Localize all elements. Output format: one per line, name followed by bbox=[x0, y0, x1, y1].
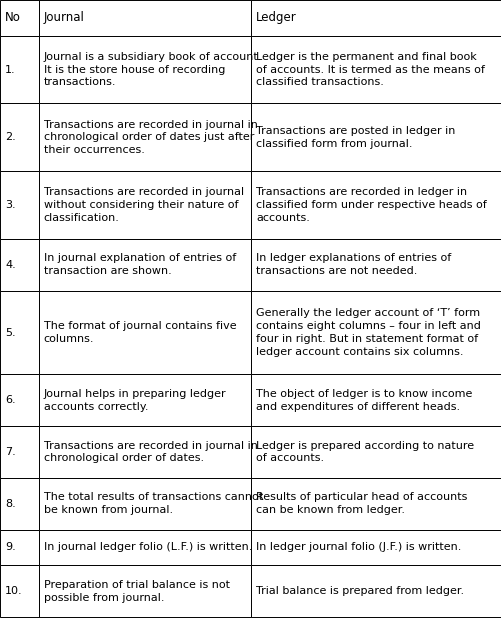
Bar bbox=[39, 171, 250, 239]
Text: 7.: 7. bbox=[5, 447, 16, 457]
Text: Generally the ledger account of ‘T’ form
contains eight columns – four in left a: Generally the ledger account of ‘T’ form… bbox=[256, 308, 480, 357]
Text: Transactions are recorded in ledger in
classified form under respective heads of: Transactions are recorded in ledger in c… bbox=[256, 188, 486, 223]
Text: Transactions are recorded in journal in
chronological order of dates.: Transactions are recorded in journal in … bbox=[44, 441, 257, 464]
Text: 4.: 4. bbox=[5, 260, 16, 270]
Text: Transactions are recorded in journal
without considering their nature of
classif: Transactions are recorded in journal wit… bbox=[44, 188, 243, 223]
Bar bbox=[250, 239, 501, 291]
Bar bbox=[0, 103, 39, 171]
Bar bbox=[250, 0, 501, 36]
Bar bbox=[250, 374, 501, 426]
Text: 2.: 2. bbox=[5, 132, 16, 142]
Bar bbox=[39, 103, 250, 171]
Bar bbox=[39, 530, 250, 565]
Text: The format of journal contains five
columns.: The format of journal contains five colu… bbox=[44, 321, 236, 344]
Text: 1.: 1. bbox=[5, 64, 16, 74]
Bar bbox=[0, 239, 39, 291]
Bar bbox=[0, 530, 39, 565]
Text: Ledger: Ledger bbox=[256, 11, 296, 24]
Text: Journal helps in preparing ledger
accounts correctly.: Journal helps in preparing ledger accoun… bbox=[44, 389, 226, 412]
Bar bbox=[250, 291, 501, 374]
Bar bbox=[39, 0, 250, 36]
Bar bbox=[250, 478, 501, 530]
Bar bbox=[250, 36, 501, 103]
Bar bbox=[250, 171, 501, 239]
Bar bbox=[0, 426, 39, 478]
Text: The total results of transactions cannot
be known from journal.: The total results of transactions cannot… bbox=[44, 492, 262, 515]
Bar bbox=[39, 239, 250, 291]
Text: 5.: 5. bbox=[5, 327, 16, 337]
Bar bbox=[39, 426, 250, 478]
Bar bbox=[250, 565, 501, 617]
Text: In journal ledger folio (L.F.) is written.: In journal ledger folio (L.F.) is writte… bbox=[44, 542, 252, 552]
Text: Transactions are posted in ledger in
classified form from journal.: Transactions are posted in ledger in cla… bbox=[256, 126, 454, 149]
Text: Journal: Journal bbox=[44, 11, 84, 24]
Text: Journal is a subsidiary book of account.
It is the store house of recording
tran: Journal is a subsidiary book of account.… bbox=[44, 52, 262, 87]
Bar bbox=[0, 36, 39, 103]
Bar bbox=[250, 103, 501, 171]
Bar bbox=[39, 36, 250, 103]
Bar bbox=[39, 291, 250, 374]
Bar bbox=[0, 565, 39, 617]
Text: 3.: 3. bbox=[5, 200, 16, 210]
Bar bbox=[0, 171, 39, 239]
Text: Trial balance is prepared from ledger.: Trial balance is prepared from ledger. bbox=[256, 586, 463, 596]
Text: Ledger is the permanent and final book
of accounts. It is termed as the means of: Ledger is the permanent and final book o… bbox=[256, 52, 484, 87]
Bar bbox=[0, 374, 39, 426]
Text: In ledger explanations of entries of
transactions are not needed.: In ledger explanations of entries of tra… bbox=[256, 253, 450, 276]
Text: In ledger journal folio (J.F.) is written.: In ledger journal folio (J.F.) is writte… bbox=[256, 542, 460, 552]
Text: Results of particular head of accounts
can be known from ledger.: Results of particular head of accounts c… bbox=[256, 492, 466, 515]
Text: Transactions are recorded in journal in
chronological order of dates just after
: Transactions are recorded in journal in … bbox=[44, 119, 257, 155]
Text: In journal explanation of entries of
transaction are shown.: In journal explanation of entries of tra… bbox=[44, 253, 235, 276]
Bar bbox=[250, 530, 501, 565]
Bar bbox=[39, 374, 250, 426]
Text: The object of ledger is to know income
and expenditures of different heads.: The object of ledger is to know income a… bbox=[256, 389, 471, 412]
Bar bbox=[0, 0, 39, 36]
Bar bbox=[0, 478, 39, 530]
Bar bbox=[250, 426, 501, 478]
Bar bbox=[0, 291, 39, 374]
Bar bbox=[39, 478, 250, 530]
Text: 8.: 8. bbox=[5, 499, 16, 509]
Bar bbox=[39, 565, 250, 617]
Text: Preparation of trial balance is not
possible from journal.: Preparation of trial balance is not poss… bbox=[44, 580, 229, 602]
Text: 10.: 10. bbox=[5, 586, 23, 596]
Text: 6.: 6. bbox=[5, 396, 16, 405]
Text: Ledger is prepared according to nature
of accounts.: Ledger is prepared according to nature o… bbox=[256, 441, 473, 464]
Text: No: No bbox=[5, 11, 21, 24]
Text: 9.: 9. bbox=[5, 542, 16, 552]
